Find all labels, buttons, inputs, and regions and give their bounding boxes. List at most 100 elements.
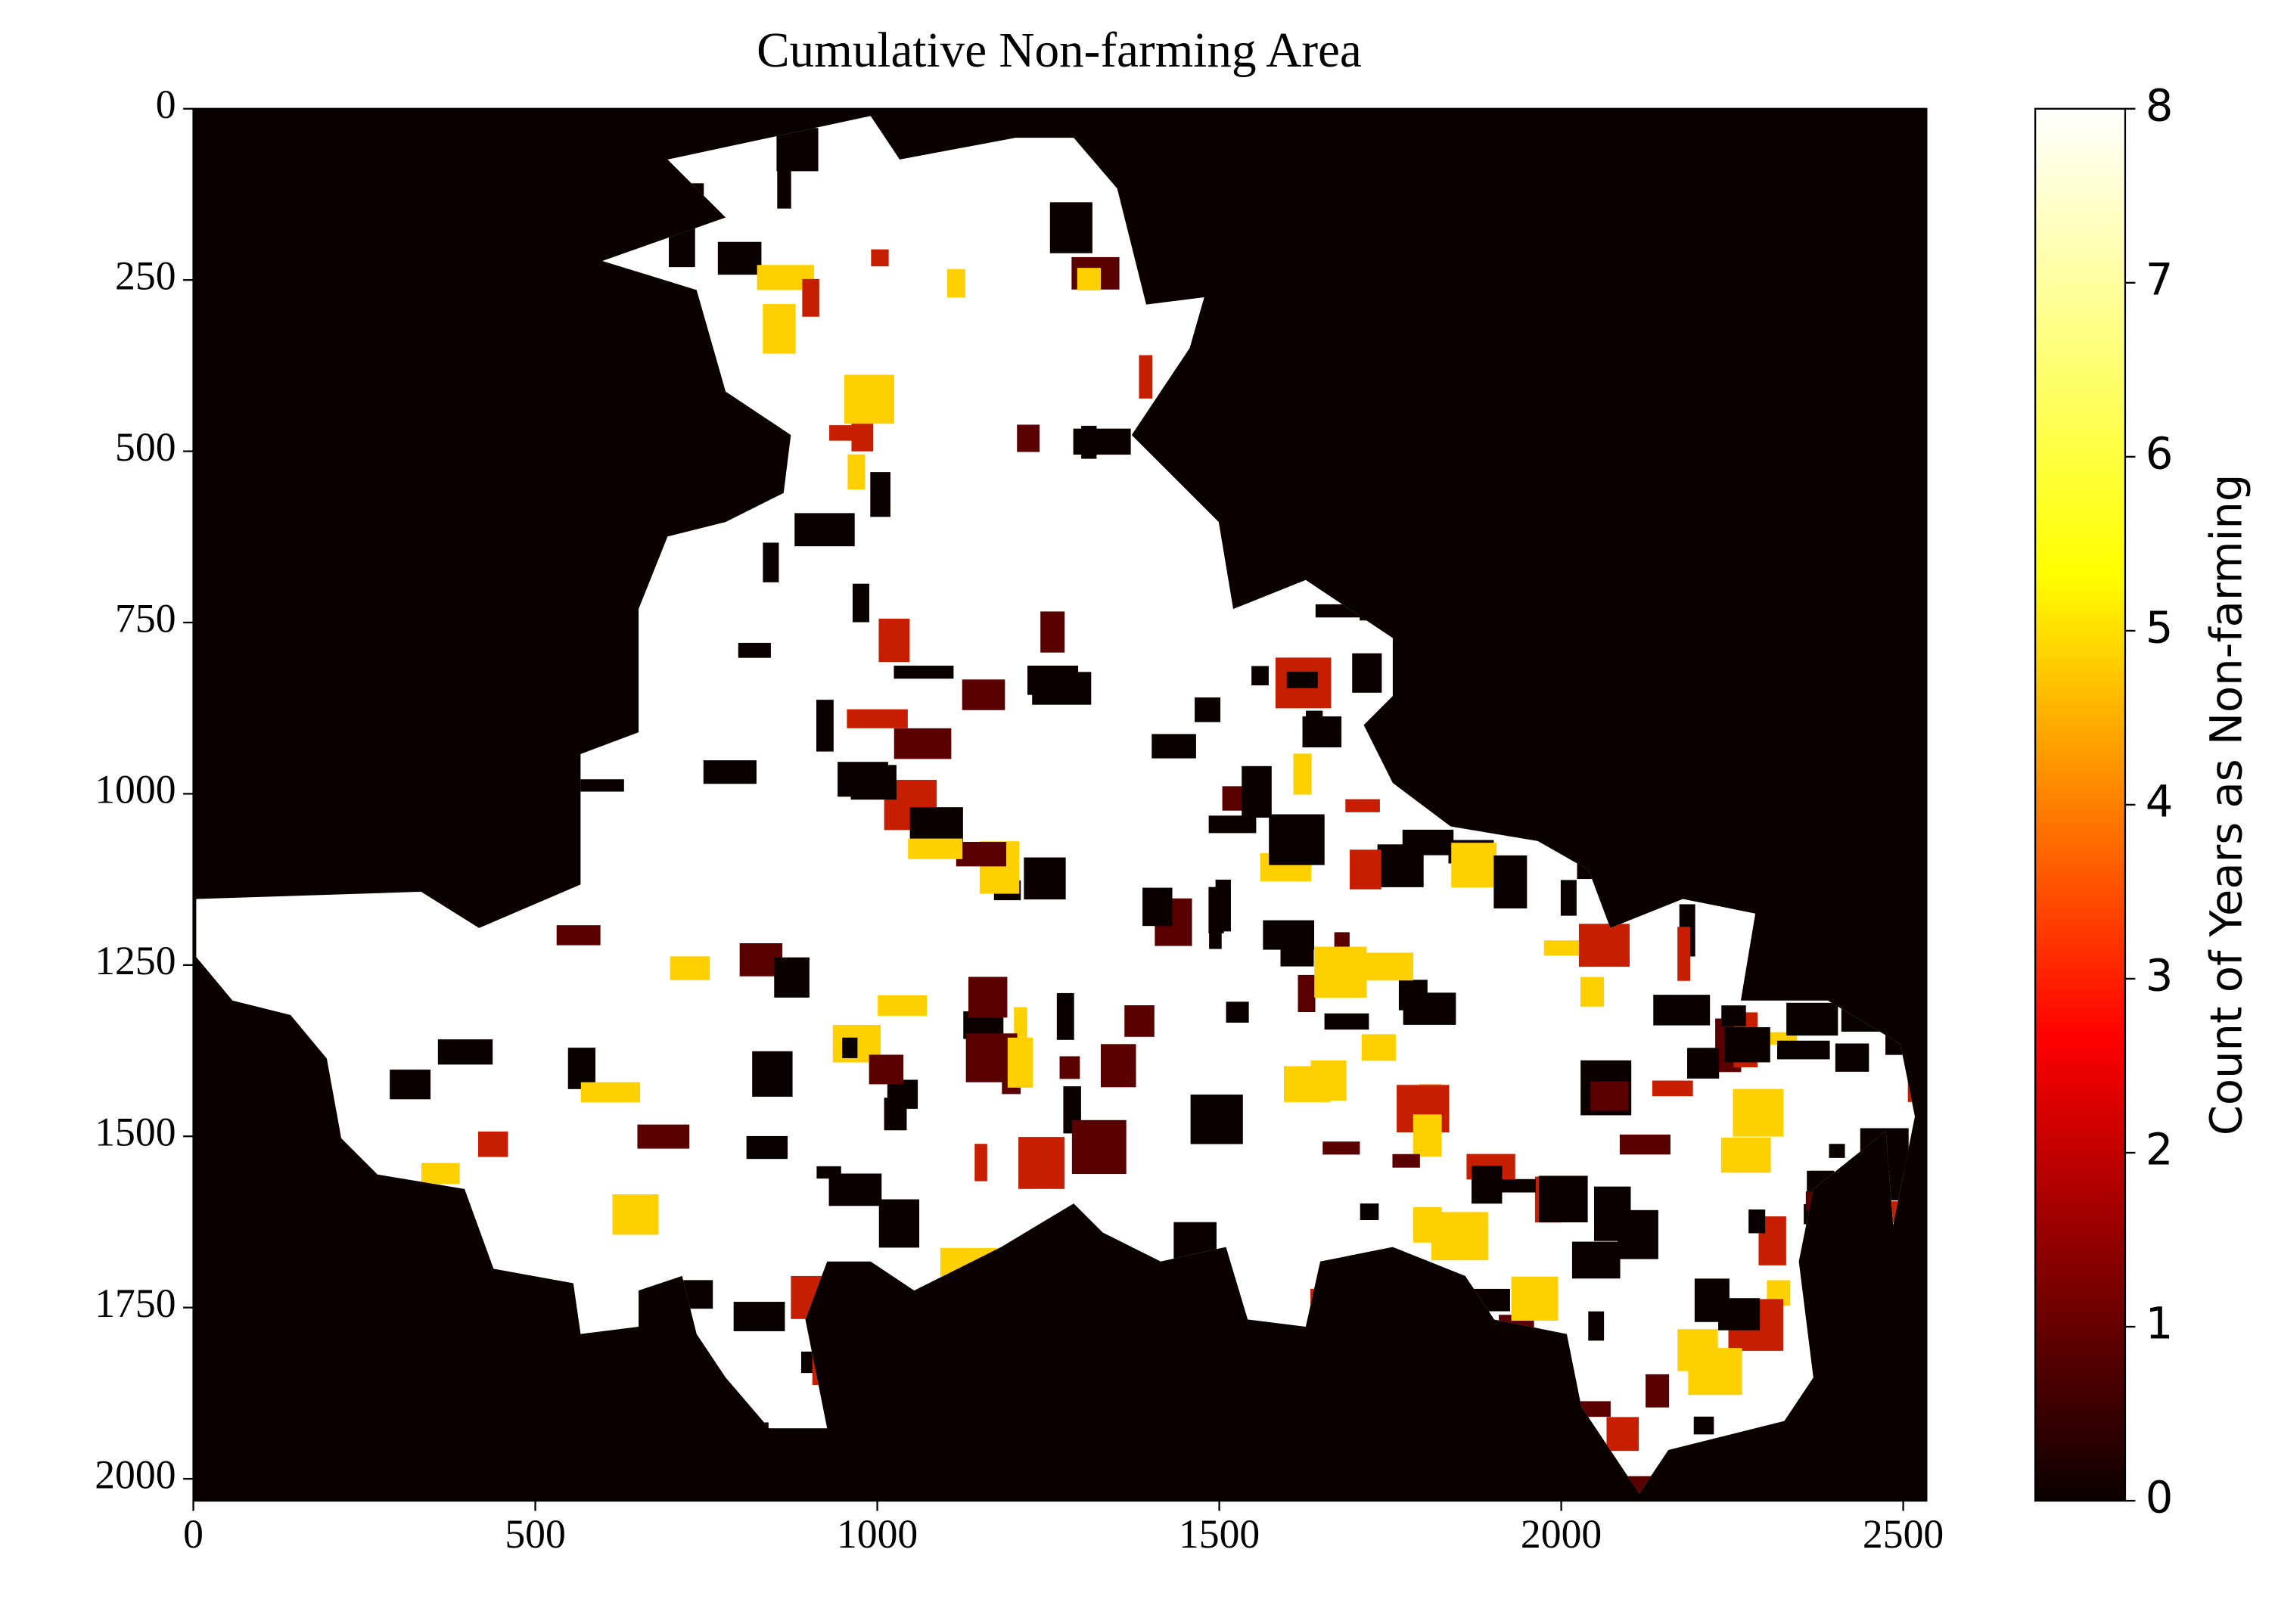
region-patch [1049, 202, 1092, 253]
region-patch [956, 841, 1007, 867]
region-patch [1539, 1175, 1588, 1222]
region-patch [774, 957, 810, 998]
x-tick-label: 2000 [1521, 1511, 1602, 1557]
region-patch [1360, 1203, 1379, 1220]
region-patch [829, 425, 854, 441]
region-patch [1472, 1166, 1503, 1204]
region-patch [844, 374, 894, 424]
region-patch [1365, 952, 1413, 981]
region-patch [1298, 974, 1316, 1013]
region-patch [878, 1199, 920, 1248]
colorbar-tick-label: 8 [2146, 80, 2174, 131]
colorbar-tick-label: 5 [2146, 603, 2174, 654]
region-patch [847, 709, 908, 728]
region-patch [1724, 1026, 1770, 1063]
region-patch [1835, 1043, 1869, 1072]
region-patch [477, 1131, 508, 1157]
x-tick-label: 1500 [1179, 1511, 1260, 1557]
region-patch [1748, 1209, 1766, 1234]
region-patch [1619, 1134, 1671, 1155]
region-patch [390, 1070, 431, 1100]
region-patch [746, 1135, 788, 1160]
non-farming-region [196, 116, 1915, 1494]
region-patch [1687, 1048, 1720, 1079]
region-patch [878, 618, 910, 663]
region-patch [1324, 1013, 1369, 1030]
region-patch [1056, 992, 1074, 1040]
region-patch [1040, 611, 1065, 653]
region-patch [884, 1098, 907, 1131]
colorbar-label: Count of Years as Non-farming [2202, 474, 2252, 1136]
region-patch [1721, 1005, 1746, 1026]
region-patch [1027, 666, 1079, 695]
region-patch [1677, 927, 1691, 981]
region-patch [1345, 799, 1380, 812]
region-patch [847, 454, 866, 490]
region-patch [738, 642, 771, 658]
region-patch [1195, 697, 1221, 722]
region-patch [1493, 855, 1528, 908]
region-patch [1081, 425, 1097, 459]
region-patch [1263, 920, 1315, 950]
region-patch [1226, 1001, 1249, 1023]
region-patch [1588, 1311, 1605, 1341]
region-patch [1077, 268, 1102, 290]
region-patch [850, 765, 897, 800]
x-tick-label: 0 [183, 1511, 204, 1557]
region-patch [1733, 1088, 1784, 1137]
y-tick-label: 1000 [95, 767, 176, 812]
region-patch [1283, 1066, 1331, 1102]
region-patch [1413, 1206, 1442, 1243]
region-patch [437, 1039, 493, 1065]
region-patch [1511, 1276, 1559, 1321]
y-tick-label: 2000 [95, 1452, 176, 1497]
colorbar-tick-label: 0 [2146, 1473, 2174, 1523]
region-patch [1007, 1037, 1033, 1088]
region-patch [1352, 653, 1382, 693]
plot-frame [192, 107, 1928, 1502]
region-patch [1571, 1241, 1621, 1279]
colorbar [2034, 107, 2127, 1502]
region-patch [1720, 1137, 1771, 1173]
region-patch [894, 666, 954, 679]
region-patch [894, 728, 952, 759]
region-patch [1024, 857, 1066, 900]
region-patch [1350, 849, 1381, 890]
region-patch [1392, 1154, 1420, 1168]
region-patch [852, 583, 869, 623]
region-patch [1578, 924, 1630, 967]
region-patch [1590, 1081, 1629, 1111]
region-patch [612, 1194, 659, 1235]
colorbar-tick-label: 6 [2146, 428, 2174, 479]
y-tick-label: 750 [115, 595, 176, 641]
region-patch [1499, 1178, 1536, 1193]
region-patch [1560, 880, 1577, 916]
region-patch [580, 1082, 640, 1103]
region-patch [1124, 1005, 1155, 1037]
x-tick-label: 2500 [1863, 1511, 1944, 1557]
region-patch [1100, 1044, 1136, 1088]
y-tick-label: 1500 [95, 1110, 176, 1155]
region-patch [1269, 814, 1325, 865]
y-tick-label: 1750 [95, 1281, 176, 1326]
region-patch [1017, 424, 1040, 452]
region-patch [1190, 1095, 1243, 1144]
colorbar-tick-label: 2 [2146, 1125, 2174, 1175]
region-patch [574, 779, 624, 792]
colorbar-tick-label: 7 [2146, 254, 2174, 305]
region-patch [1322, 1141, 1360, 1155]
region-patch [1653, 995, 1711, 1026]
region-patch [869, 1054, 904, 1085]
colorbar-tick-label: 4 [2146, 777, 2174, 828]
region-patch [870, 472, 890, 517]
region-patch [1361, 1034, 1396, 1061]
region-patch [871, 249, 889, 267]
region-patch [1451, 843, 1497, 888]
region-patch [1377, 844, 1424, 887]
region-patch [567, 1048, 595, 1089]
region-patch [842, 1037, 858, 1058]
colorbar-tick-label: 3 [2146, 951, 2174, 1001]
region-patch [878, 995, 928, 1016]
chart-title: Cumulative Non-farming Area [757, 23, 1362, 78]
